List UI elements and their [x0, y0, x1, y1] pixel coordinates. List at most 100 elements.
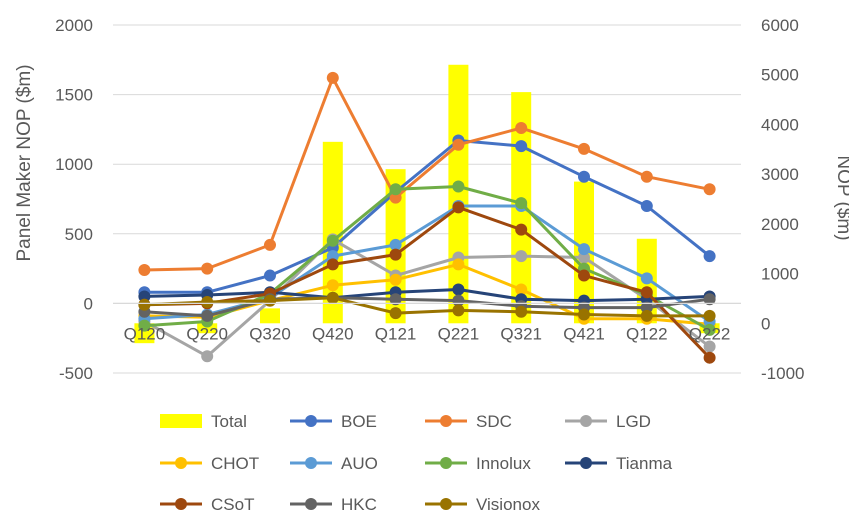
y-tick-label: 1500	[55, 86, 93, 105]
data-point-innolux	[389, 183, 402, 196]
data-point-hkc	[389, 293, 402, 306]
total-bar	[260, 308, 280, 324]
data-point-boe	[515, 140, 528, 153]
data-point-innolux	[515, 197, 528, 210]
data-point-csot	[703, 351, 716, 364]
data-point-csot	[326, 258, 339, 271]
legend-label-boe: BOE	[341, 412, 377, 431]
series-line-visionox	[144, 296, 710, 318]
y2-axis-title: NOP ($m)	[833, 155, 849, 240]
data-point-visionox	[138, 298, 151, 311]
data-point-boe	[703, 250, 716, 263]
legend-marker-boe	[305, 415, 317, 427]
y2-tick-label: 2000	[761, 215, 799, 234]
legend-label-lgd: LGD	[616, 412, 651, 431]
data-point-lgd	[201, 350, 214, 363]
data-point-sdc	[515, 122, 528, 135]
y-tick-label: -500	[59, 364, 93, 383]
x-tick-label: Q222	[689, 324, 731, 343]
legend-marker-csot	[175, 498, 187, 510]
data-point-tianma	[138, 290, 151, 303]
series-line-boe	[144, 139, 711, 294]
legend-label-visionox: Visionox	[476, 495, 540, 514]
legend-swatch-total	[160, 414, 202, 428]
data-point-chot	[452, 258, 465, 271]
legend-label-sdc: SDC	[476, 412, 512, 431]
data-point-chot	[389, 273, 402, 286]
y2-tick-label: 6000	[761, 16, 799, 35]
data-point-csot	[452, 201, 465, 214]
data-point-auo	[578, 243, 590, 256]
data-point-lgd	[703, 340, 716, 353]
data-point-sdc	[389, 191, 402, 204]
legend-label-auo: AUO	[341, 454, 378, 473]
x-tick-label: Q221	[438, 324, 480, 343]
data-point-visionox	[452, 304, 465, 317]
data-point-visionox	[515, 305, 528, 318]
legend-label-tianma: Tianma	[616, 454, 673, 473]
data-point-sdc	[264, 238, 276, 251]
x-tick-label: Q321	[500, 324, 542, 343]
legend-marker-innolux	[440, 457, 452, 469]
series-line-tianma	[144, 288, 710, 303]
axes: -500 0 500 1000 1500 2000 -1000 0 1000 2000 3000 40…	[55, 16, 804, 383]
data-point-lgd	[515, 250, 528, 263]
data-point-visionox	[264, 294, 276, 307]
legend-label-chot: CHOT	[211, 454, 259, 473]
y-tick-label: 1000	[55, 155, 93, 174]
y-tick-label: 0	[84, 294, 93, 313]
data-point-visionox	[201, 296, 214, 309]
data-point-sdc	[578, 142, 590, 155]
legend-label-innolux: Innolux	[476, 454, 531, 473]
data-point-sdc	[640, 170, 653, 183]
x-tick-label: Q420	[312, 324, 354, 343]
legend-marker-chot	[175, 457, 187, 469]
legend-marker-lgd	[580, 415, 592, 427]
data-point-hkc	[201, 309, 214, 322]
y2-tick-label: 3000	[761, 165, 799, 184]
x-tick-label: Q122	[626, 324, 668, 343]
data-point-csot	[578, 269, 590, 282]
series-lines	[138, 71, 716, 364]
data-point-sdc	[201, 262, 214, 275]
y2-tick-label: 5000	[761, 66, 799, 85]
y2-tick-label: 1000	[761, 265, 799, 284]
data-point-innolux	[326, 234, 339, 247]
data-point-csot	[389, 248, 402, 261]
data-point-sdc	[452, 138, 465, 151]
series-line-csot	[144, 205, 711, 359]
data-point-tianma	[452, 283, 465, 296]
data-point-boe	[264, 269, 276, 282]
total-bar	[197, 323, 218, 334]
legend-marker-auo	[305, 457, 317, 469]
data-point-boe	[578, 170, 590, 183]
x-tick-label: Q421	[563, 324, 605, 343]
data-point-auo	[640, 272, 653, 285]
data-point-visionox	[578, 308, 590, 321]
data-point-sdc	[703, 183, 716, 196]
legend-marker-sdc	[440, 415, 452, 427]
data-point-chot	[326, 279, 339, 292]
legend: Total BOE SDC LGD CHOT AUO Innolux Tianma CSoT HK…	[160, 412, 673, 514]
y-tick-label: 2000	[55, 16, 93, 35]
x-tick-label: Q320	[249, 324, 291, 343]
data-point-auo	[326, 250, 339, 263]
data-point-csot	[515, 223, 528, 236]
legend-label-total: Total	[211, 412, 247, 431]
data-point-sdc	[326, 71, 339, 84]
x-tick-label: Q220	[186, 324, 228, 343]
data-point-innolux	[703, 323, 716, 336]
data-point-innolux	[138, 319, 151, 332]
series-line-lgd	[143, 237, 711, 358]
series-line-hkc	[144, 296, 710, 318]
y2-tick-label: 0	[761, 314, 770, 333]
data-point-visionox	[326, 291, 339, 304]
data-point-visionox	[640, 309, 653, 322]
legend-label-hkc: HKC	[341, 495, 377, 514]
data-point-csot	[640, 286, 653, 299]
legend-marker-hkc	[305, 498, 317, 510]
data-point-innolux	[452, 180, 465, 193]
data-point-hkc	[703, 293, 716, 306]
